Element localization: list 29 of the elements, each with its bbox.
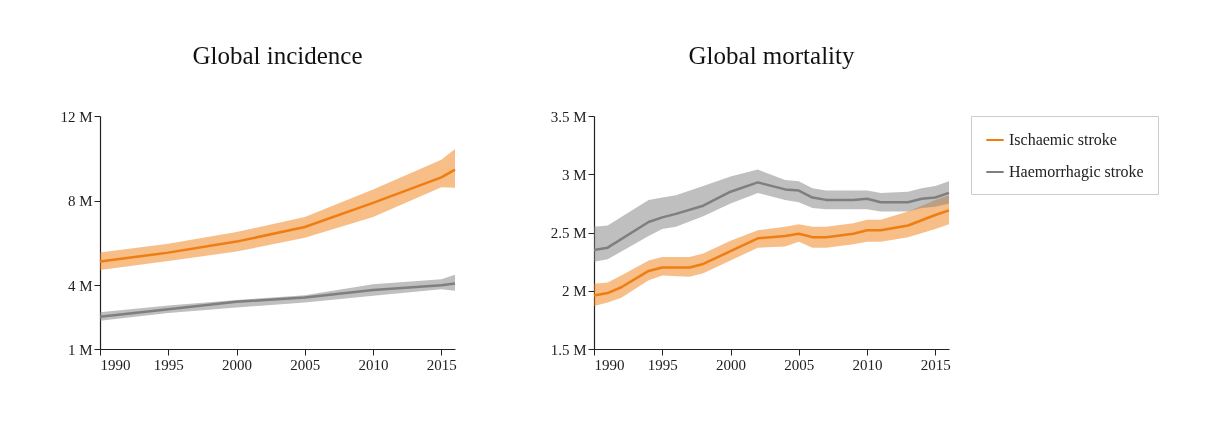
y-tick-label: 2 M [561,283,587,300]
line-series [592,181,951,252]
x-tick-label: 1990 [594,356,625,373]
x-tick-label: 2010 [852,356,883,373]
x-tick-label: 2000 [222,356,253,373]
y-tick-label: 2.5 M [550,225,587,241]
y-tick-label: 1 M [67,341,93,358]
y-tick-label: 8 M [67,193,93,210]
y-tick-label: 4 M [67,277,93,294]
x-tick-label: 1995 [647,356,678,373]
line-series [98,282,457,319]
x-tick-label: 1990 [100,356,131,373]
chart-title: Global incidence [192,42,363,69]
y-tick-label: 3 M [561,166,587,183]
x-tick-label: 2015 [426,356,457,373]
line-series [98,168,457,263]
chart-title: Global mortality [688,42,855,69]
x-tick-label: 2015 [920,356,951,373]
legend-label: Haemorrhagic stroke [1009,163,1144,181]
y-tick-label: 12 M [60,108,93,125]
y-tick-label: 3.5 M [550,108,587,125]
x-tick-label: 2005 [290,356,321,373]
x-tick-label: 2000 [716,356,747,373]
x-tick-label: 2010 [358,356,389,373]
x-tick-label: 2005 [784,356,815,373]
x-tick-label: 1995 [153,356,184,373]
legend-label: Ischaemic stroke [1009,131,1117,148]
y-tick-label: 1.5 M [550,341,587,358]
line-series [592,209,951,297]
